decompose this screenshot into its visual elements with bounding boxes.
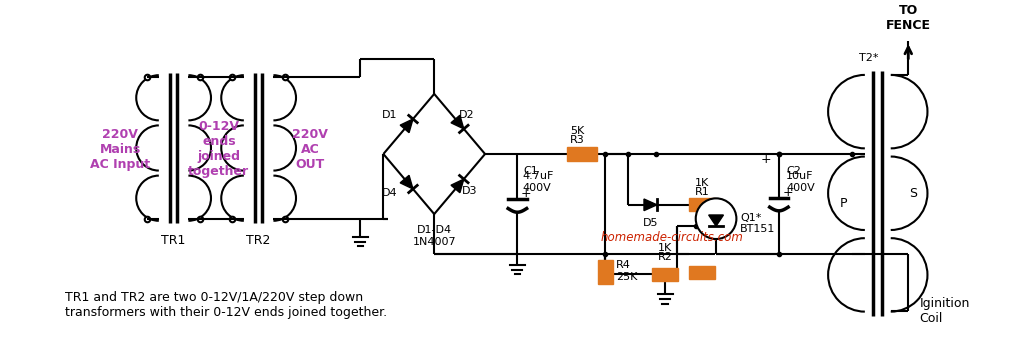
Bar — [567, 147, 597, 161]
Text: R4: R4 — [616, 260, 631, 270]
Text: R2: R2 — [657, 252, 673, 262]
Text: TR1: TR1 — [161, 234, 185, 247]
Text: 5K: 5K — [570, 126, 585, 136]
Text: S: S — [910, 187, 917, 200]
Bar — [689, 198, 715, 211]
Text: T2*: T2* — [859, 53, 878, 64]
Text: +: + — [521, 187, 532, 200]
Text: D2: D2 — [459, 110, 475, 120]
Text: D4: D4 — [382, 188, 398, 198]
Text: R1: R1 — [695, 187, 709, 197]
Text: 4.7uF
400V: 4.7uF 400V — [523, 171, 554, 192]
Text: C2: C2 — [786, 166, 801, 176]
Text: TR1 and TR2 are two 0-12V/1A/220V step down: TR1 and TR2 are two 0-12V/1A/220V step d… — [65, 291, 363, 304]
Text: TO
FENCE: TO FENCE — [885, 4, 931, 32]
Text: 25K: 25K — [616, 272, 637, 282]
Polygon shape — [644, 199, 656, 210]
Polygon shape — [709, 215, 723, 226]
Text: P: P — [840, 197, 847, 210]
Polygon shape — [451, 179, 464, 193]
Text: 0-12V
ends
joined
together: 0-12V ends joined together — [188, 120, 249, 178]
Polygon shape — [400, 119, 413, 132]
Text: D3: D3 — [462, 186, 477, 196]
Text: D1-D4
1N4007: D1-D4 1N4007 — [412, 225, 456, 247]
Text: R3: R3 — [570, 135, 585, 145]
Bar — [652, 268, 678, 280]
Text: Q1*
BT151: Q1* BT151 — [741, 213, 776, 234]
Polygon shape — [451, 115, 464, 129]
Bar — [689, 266, 715, 279]
Text: Iginition
Coil: Iginition Coil — [920, 297, 969, 325]
Text: transformers with their 0-12V ends joined together.: transformers with their 0-12V ends joine… — [65, 306, 387, 319]
Text: 1K: 1K — [695, 178, 709, 188]
Text: D5: D5 — [642, 218, 658, 228]
Text: 1K: 1K — [658, 243, 673, 253]
Text: 220V
Mains
AC Input: 220V Mains AC Input — [90, 128, 150, 171]
Circle shape — [696, 198, 736, 239]
Text: C1: C1 — [523, 166, 538, 176]
Text: 220V
AC
OUT: 220V AC OUT — [293, 128, 328, 171]
Text: +: + — [783, 186, 793, 199]
Bar — [598, 260, 613, 284]
Text: 10uF
400V: 10uF 400V — [786, 171, 815, 192]
Polygon shape — [400, 175, 413, 189]
Text: +: + — [761, 153, 772, 166]
Text: TR2: TR2 — [246, 234, 270, 247]
Text: homemade-circuits.com: homemade-circuits.com — [601, 231, 744, 244]
Text: D1: D1 — [382, 110, 398, 120]
